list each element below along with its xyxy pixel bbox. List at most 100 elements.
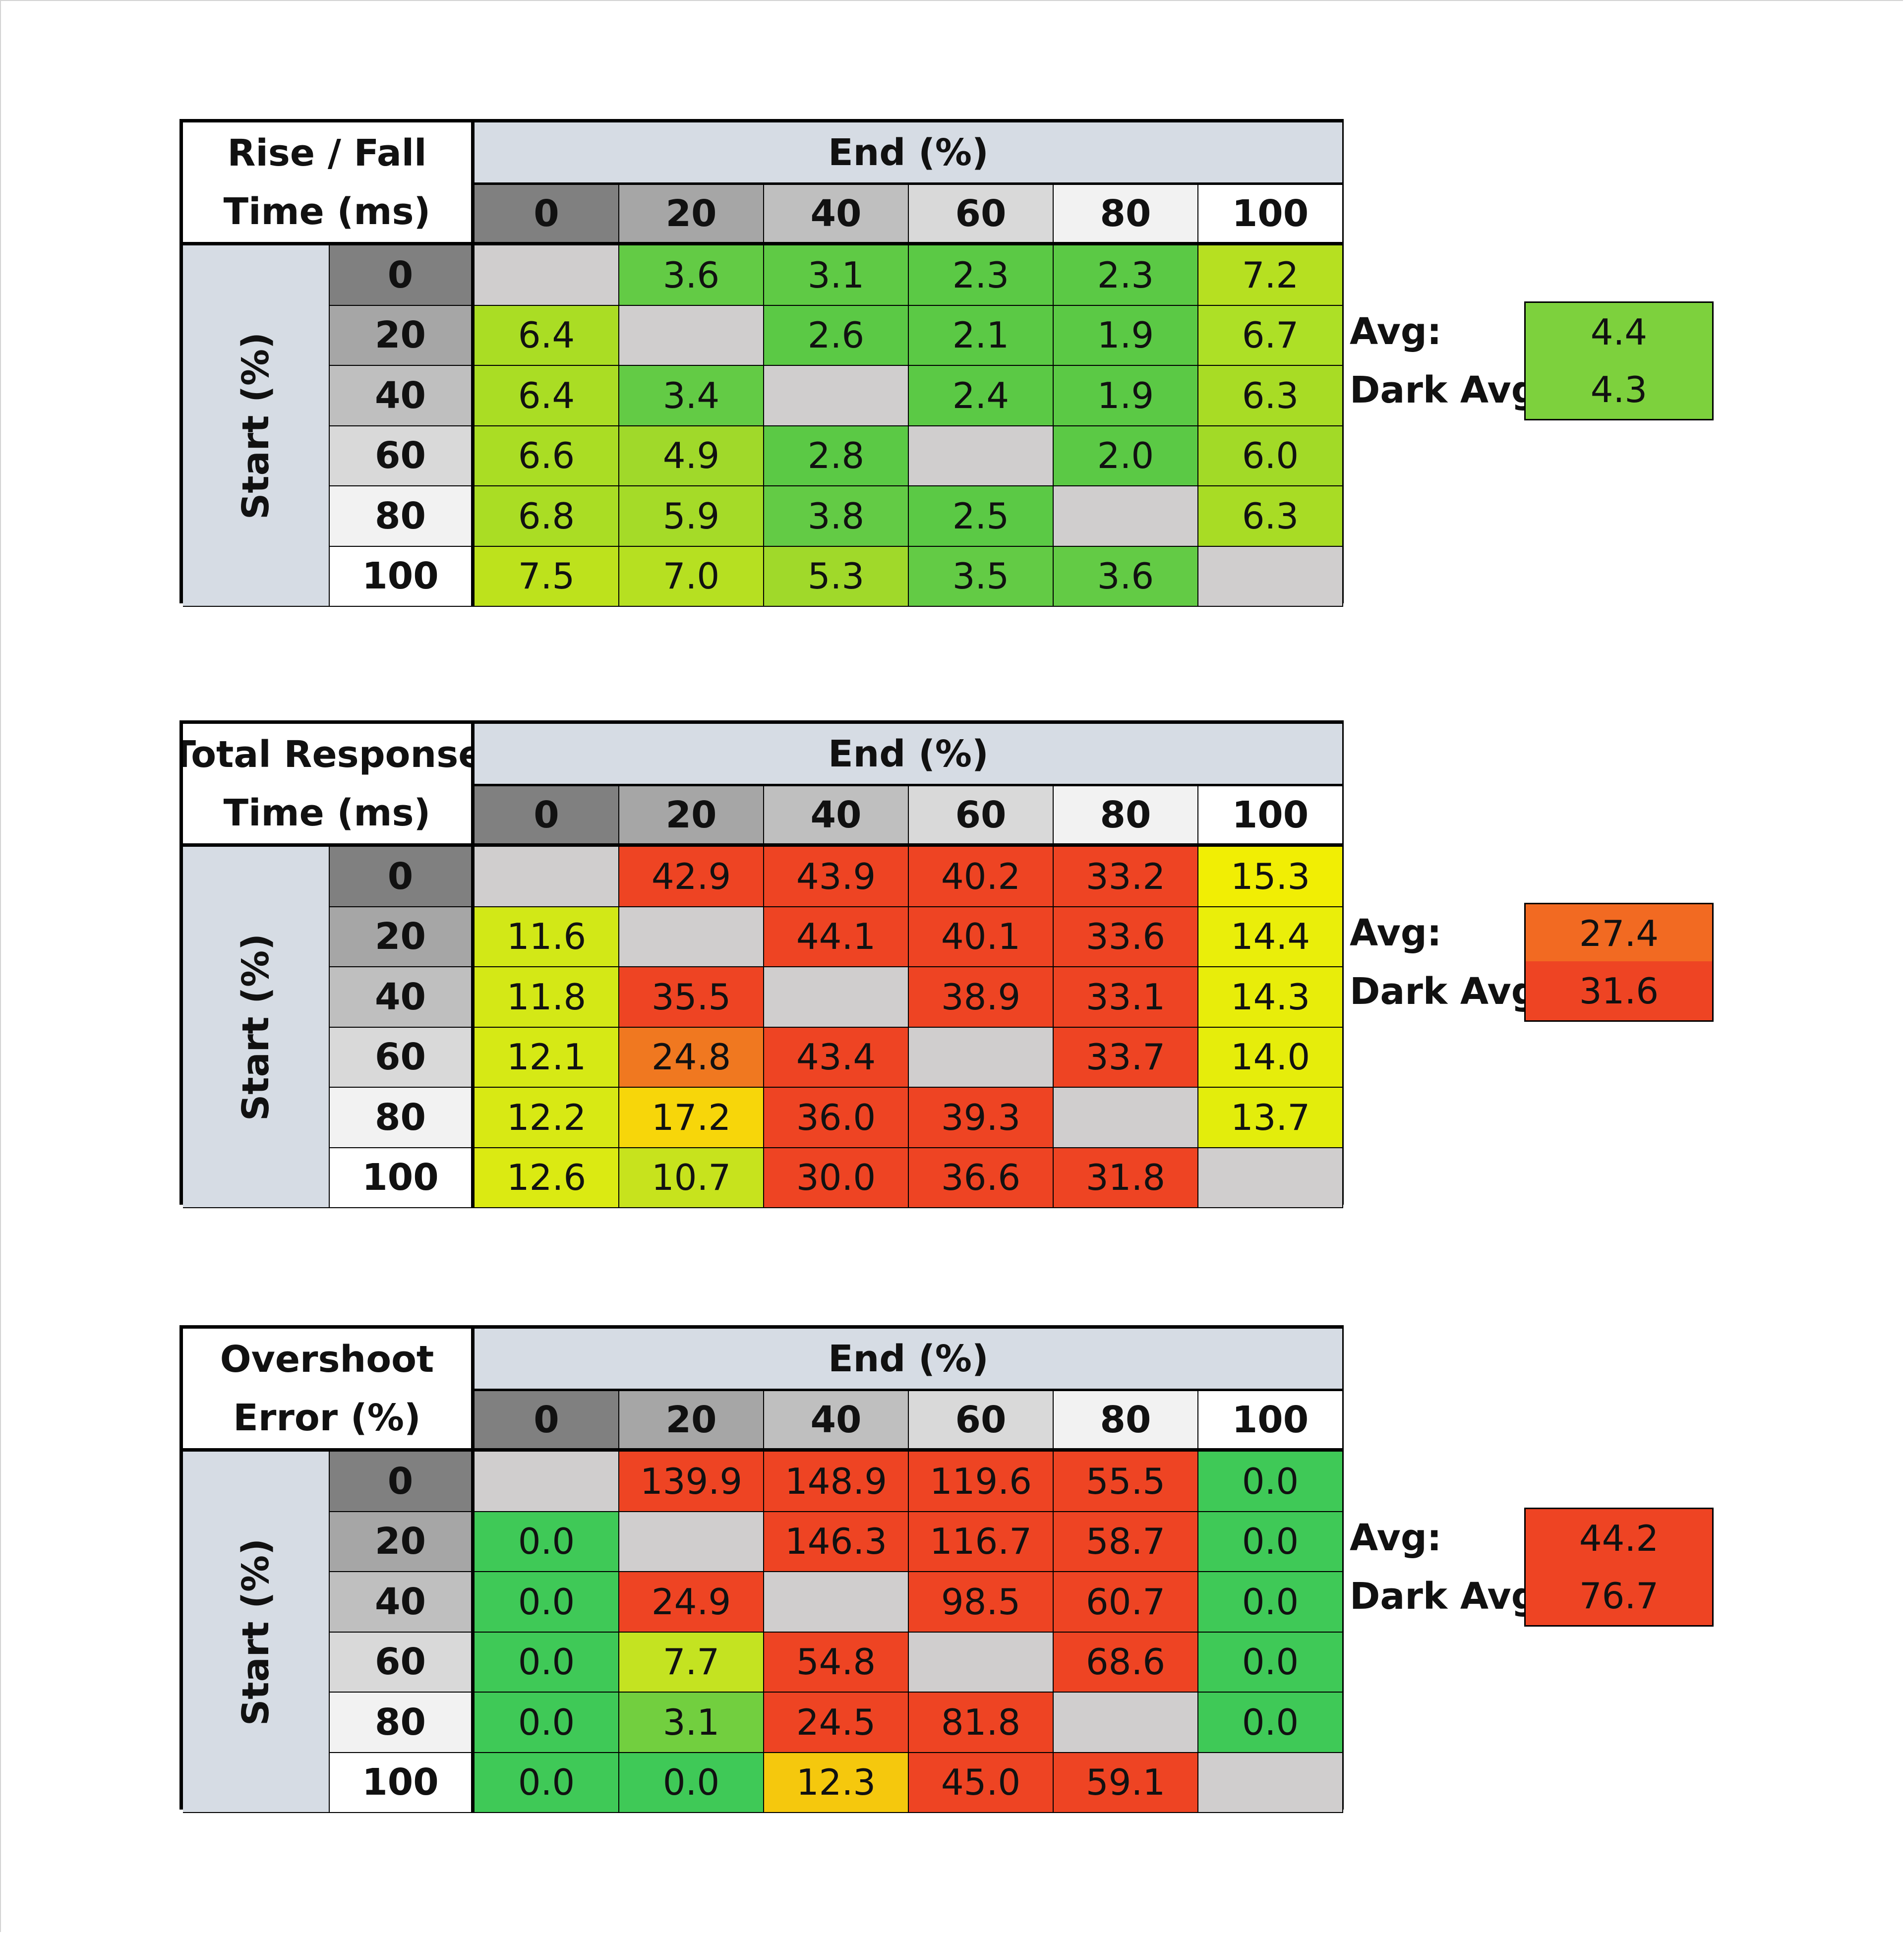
heatmap-cell: 12.6: [475, 1148, 619, 1208]
heatmap-cell: 40.2: [909, 847, 1054, 907]
column-header: 0: [475, 185, 619, 245]
heatmap-cell: 58.7: [1054, 1512, 1198, 1572]
heatmap-cell: 0.0: [1198, 1452, 1343, 1512]
heatmap-cell: 14.0: [1198, 1027, 1343, 1088]
heatmap-cell: 2.3: [1054, 245, 1198, 306]
row-header: 60: [330, 426, 475, 486]
row-header: 40: [330, 1572, 475, 1633]
heatmap-cell: 6.8: [475, 486, 619, 547]
heatmap-cell: 98.5: [909, 1572, 1054, 1633]
heatmap-table: Total Response Time (ms) End (%) 0 20 40 60 80 1…: [179, 720, 1344, 1208]
column-header: 60: [909, 1391, 1054, 1452]
y-axis-title-text: Start (%): [235, 933, 277, 1121]
column-header: 80: [1054, 786, 1198, 847]
heatmap-cell: 33.2: [1054, 847, 1198, 907]
heatmap-cell: 59.1: [1054, 1753, 1198, 1813]
heatmap-cell: 14.4: [1198, 907, 1343, 967]
avg-label: Avg:: [1350, 912, 1442, 954]
heatmap-cell: 14.3: [1198, 967, 1343, 1028]
column-header: 80: [1054, 185, 1198, 245]
column-header: 100: [1198, 185, 1343, 245]
heatmap-cell: [619, 305, 764, 366]
heatmap-cell: 39.3: [909, 1088, 1054, 1148]
row-header: 0: [330, 1452, 475, 1512]
heatmap-cell: 40.1: [909, 907, 1054, 967]
column-header: 0: [475, 1391, 619, 1452]
avg-label: Avg:: [1350, 310, 1442, 353]
heatmap-cell: 68.6: [1054, 1632, 1198, 1693]
heatmap-cell: [1054, 1693, 1198, 1753]
column-header: 40: [764, 1391, 909, 1452]
heatmap-cell: [1198, 1148, 1343, 1208]
heatmap-cell: 2.5: [909, 486, 1054, 547]
heatmap-cell: 3.6: [619, 245, 764, 306]
avg-value: 4.4: [1524, 301, 1714, 363]
y-axis-title: Start (%): [183, 847, 330, 1208]
x-axis-title: End (%): [475, 724, 1343, 786]
heatmap-cell: 6.7: [1198, 305, 1343, 366]
heatmap-cell: 24.9: [619, 1572, 764, 1633]
column-header: 100: [1198, 1391, 1343, 1452]
heatmap-cell: [909, 426, 1054, 486]
table-title-line: Total Response: [183, 733, 475, 776]
table-title-line: Rise / Fall: [227, 131, 427, 175]
heatmap-cell: 2.1: [909, 305, 1054, 366]
row-header: 100: [330, 1148, 475, 1208]
heatmap-cell: 5.3: [764, 546, 909, 607]
heatmap-cell: 45.0: [909, 1753, 1054, 1813]
heatmap-cell: [909, 1632, 1054, 1693]
dark-avg-label: Dark Avg:: [1350, 1575, 1552, 1618]
heatmap-cell: 2.4: [909, 366, 1054, 426]
heatmap-cell: 30.0: [764, 1148, 909, 1208]
heatmap-cell: 0.0: [475, 1512, 619, 1572]
heatmap-table: Rise / Fall Time (ms) End (%) 0 20 40 60 80 100 S…: [179, 119, 1344, 607]
heatmap-cell: [764, 366, 909, 426]
heatmap-cell: 139.9: [619, 1452, 764, 1512]
table-title: Total Response Time (ms): [183, 724, 475, 847]
heatmap-cell: [1198, 546, 1343, 607]
heatmap-cell: 6.3: [1198, 366, 1343, 426]
dark-avg-value: 4.3: [1524, 360, 1714, 420]
heatmap-cell: 146.3: [764, 1512, 909, 1572]
heatmap-cell: [1054, 1088, 1198, 1148]
table-title-line: Overshoot: [220, 1338, 434, 1381]
heatmap-cell: 54.8: [764, 1632, 909, 1693]
row-header: 20: [330, 305, 475, 366]
heatmap-cell: 43.4: [764, 1027, 909, 1088]
y-axis-title-text: Start (%): [235, 332, 277, 520]
heatmap-cell: 17.2: [619, 1088, 764, 1148]
heatmap-cell: 7.2: [1198, 245, 1343, 306]
heatmap-cell: 15.3: [1198, 847, 1343, 907]
column-header: 60: [909, 185, 1054, 245]
dark-avg-value: 76.7: [1524, 1566, 1714, 1627]
heatmap-cell: 3.8: [764, 486, 909, 547]
heatmap-cell: [1198, 1753, 1343, 1813]
row-header: 80: [330, 486, 475, 547]
y-axis-title-text: Start (%): [235, 1538, 277, 1726]
row-header: 40: [330, 366, 475, 426]
heatmap-cell: 7.5: [475, 546, 619, 607]
heatmap-cell: 38.9: [909, 967, 1054, 1028]
heatmap-cell: 24.5: [764, 1693, 909, 1753]
heatmap-cell: 3.1: [619, 1693, 764, 1753]
column-header: 40: [764, 786, 909, 847]
heatmap-cell: 11.6: [475, 907, 619, 967]
heatmap-cell: 0.0: [475, 1693, 619, 1753]
dark-avg-label: Dark Avg:: [1350, 970, 1552, 1013]
column-header: 20: [619, 1391, 764, 1452]
heatmap-cell: [1054, 486, 1198, 547]
table-title-line: Error (%): [233, 1396, 421, 1439]
heatmap-cell: 13.7: [1198, 1088, 1343, 1148]
heatmap-cell: 33.6: [1054, 907, 1198, 967]
heatmap-cell: 6.3: [1198, 486, 1343, 547]
heatmap-cell: 12.2: [475, 1088, 619, 1148]
heatmap-cell: 7.0: [619, 546, 764, 607]
y-axis-title: Start (%): [183, 245, 330, 607]
table-title-line: Time (ms): [223, 190, 431, 233]
heatmap-cell: 55.5: [1054, 1452, 1198, 1512]
table-title: Overshoot Error (%): [183, 1329, 475, 1452]
heatmap-cell: 6.0: [1198, 426, 1343, 486]
row-header: 0: [330, 245, 475, 306]
heatmap-cell: 3.4: [619, 366, 764, 426]
